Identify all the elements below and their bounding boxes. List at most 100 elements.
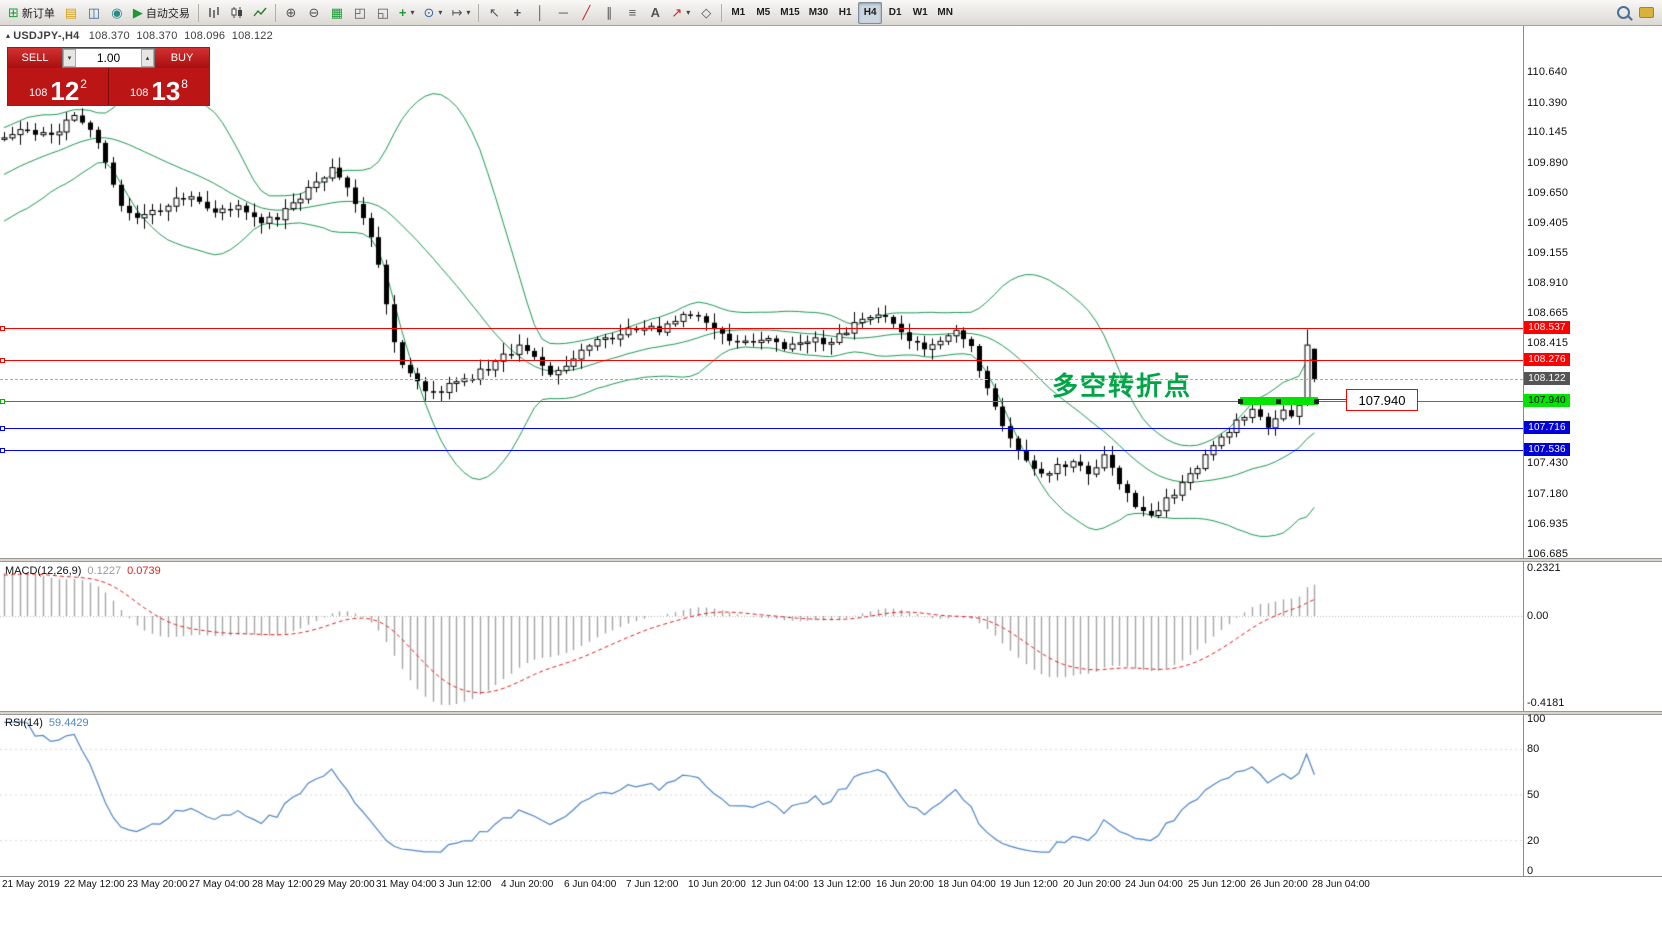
macd-panel-canvas[interactable]	[0, 563, 1523, 711]
chart-shift-button[interactable]: ↦ ▾	[447, 2, 474, 24]
price-axis-tick: 109.405	[1527, 217, 1569, 229]
volume-stepper[interactable]: ▾ 1.00 ▴	[62, 48, 155, 68]
zoom-in-icon: ⊕	[285, 5, 297, 20]
crosshair-button[interactable]: +	[506, 2, 528, 24]
auto-trading-button[interactable]: ▶ 自动交易	[129, 2, 194, 24]
auto-trading-icon: ▶	[132, 5, 143, 20]
ask-price[interactable]: 108 13 8	[109, 68, 209, 105]
line-handle[interactable]	[0, 426, 5, 431]
macd-label: MACD(12,26,9) 0.1227 0.0739	[5, 565, 161, 577]
charts-icon: ▤	[64, 5, 78, 20]
time-axis-label: 16 Jun 20:00	[876, 879, 934, 890]
timeframe-button-m15[interactable]: M15	[776, 2, 803, 24]
notifications-button[interactable]	[1635, 2, 1658, 24]
panel-divider[interactable]	[0, 711, 1662, 715]
timeframe-button-m30[interactable]: M30	[805, 2, 832, 24]
macd-signal-value: 0.0739	[127, 565, 161, 577]
time-axis-label: 28 May 12:00	[252, 879, 313, 890]
buy-button[interactable]: BUY	[155, 48, 209, 68]
search-button[interactable]	[1612, 2, 1634, 24]
price-axis-tick: 106.935	[1527, 518, 1569, 530]
time-axis-label: 31 May 04:00	[376, 879, 437, 890]
horizontal-line-object[interactable]	[0, 401, 1523, 402]
price-axis-tick: 110.145	[1527, 126, 1568, 138]
volume-down-icon[interactable]: ▾	[63, 49, 76, 67]
horizontal-line-object[interactable]	[0, 360, 1523, 361]
ohlc-open: 108.370	[88, 30, 130, 42]
volume-up-icon[interactable]: ▴	[141, 49, 154, 67]
panel-divider[interactable]	[0, 558, 1662, 562]
zoom-out-button[interactable]: ⊖	[303, 2, 325, 24]
vertical-line-button[interactable]: │	[529, 2, 551, 24]
rectangle-handle[interactable]	[1314, 399, 1319, 404]
line-chart-icon	[253, 7, 267, 17]
candlestick-chart-button[interactable]	[226, 2, 248, 24]
arrows-button[interactable]: ↗ ▾	[667, 2, 694, 24]
fibonacci-icon: ≡	[628, 5, 637, 20]
symbols-button[interactable]: ◉	[106, 2, 128, 24]
horizontal-line-object[interactable]	[0, 428, 1523, 429]
timeframe-button-m5[interactable]: M5	[751, 2, 775, 24]
sell-button[interactable]: SELL	[8, 48, 62, 68]
text-button[interactable]: A	[644, 2, 666, 24]
timeframe-button-mn[interactable]: MN	[933, 2, 957, 24]
price-line-tag[interactable]: 107.716	[1524, 421, 1570, 434]
bid-price[interactable]: 108 12 2	[8, 68, 108, 105]
macd-scale-label: 0.00	[1527, 610, 1549, 622]
timeframe-button-d1[interactable]: D1	[883, 2, 907, 24]
tile-windows-button[interactable]: ◱	[372, 2, 394, 24]
timeframe-button-m1[interactable]: M1	[726, 2, 750, 24]
timeframe-button-w1[interactable]: W1	[908, 2, 932, 24]
new-order-button[interactable]: ⊞ 新订单	[4, 2, 59, 24]
rsi-panel-canvas[interactable]	[0, 715, 1523, 875]
timeframe-button-h4[interactable]: H4	[858, 1, 883, 24]
rectangle-handle[interactable]	[1276, 399, 1281, 404]
ohlc-low: 108.096	[184, 30, 226, 42]
price-scale-border	[1523, 26, 1524, 876]
shapes-button[interactable]: ◇	[695, 2, 717, 24]
autoscroll-button[interactable]: ⊙ ▾	[420, 2, 447, 24]
rsi-value: 59.4429	[48, 717, 89, 729]
bar-chart-button[interactable]	[203, 2, 225, 24]
price-chart-canvas[interactable]	[0, 27, 1523, 558]
current-price-line	[0, 379, 1523, 380]
line-handle[interactable]	[0, 326, 5, 331]
trendline-button[interactable]: ╱	[575, 2, 597, 24]
bid-prefix: 108	[29, 87, 48, 99]
horizontal-line-object[interactable]	[0, 328, 1523, 329]
macd-scale-label: -0.4181	[1527, 697, 1565, 709]
line-chart-button[interactable]	[249, 2, 271, 24]
cursor-button[interactable]: ↖	[483, 2, 505, 24]
horizontal-line-button[interactable]: ─	[552, 2, 574, 24]
price-line-tag[interactable]: 107.940	[1524, 394, 1570, 407]
grid-button[interactable]: ▦	[326, 2, 348, 24]
add-indicator-button[interactable]: + ▾	[395, 2, 419, 24]
one-click-collapse-icon[interactable]: ▴	[6, 31, 11, 40]
fibonacci-button[interactable]: ≡	[621, 2, 643, 24]
timeframe-button-h1[interactable]: H1	[833, 2, 857, 24]
price-line-tag[interactable]: 107.536	[1524, 443, 1570, 456]
one-click-trading-panel: SELL ▾ 1.00 ▴ BUY 108 12 2 108 13 8	[7, 47, 210, 106]
price-line-tag[interactable]: 108.537	[1524, 321, 1570, 334]
profiles-button[interactable]: ◫	[83, 2, 105, 24]
chart-window[interactable]: ▴ USDJPY-,H4 108.370 108.370 108.096 108.…	[0, 26, 1662, 950]
price-callout-label[interactable]: 107.940	[1346, 389, 1418, 411]
ask-pipette: 8	[181, 77, 188, 91]
rectangle-handle[interactable]	[1238, 399, 1243, 404]
price-axis-tick: 109.155	[1527, 247, 1569, 259]
line-handle[interactable]	[0, 399, 5, 404]
line-handle[interactable]	[0, 448, 5, 453]
horizontal-line-object[interactable]	[0, 450, 1523, 451]
rsi-name: RSI(14)	[5, 717, 43, 729]
text-icon: A	[650, 5, 661, 20]
indicator-windows-button[interactable]: ◰	[349, 2, 371, 24]
channel-button[interactable]: ∥	[598, 2, 620, 24]
time-axis-label: 28 Jun 04:00	[1312, 879, 1370, 890]
price-line-tag[interactable]: 108.276	[1524, 353, 1570, 366]
line-handle[interactable]	[0, 358, 5, 363]
time-axis-label: 18 Jun 04:00	[938, 879, 996, 890]
zoom-in-button[interactable]: ⊕	[280, 2, 302, 24]
chart-annotation-text[interactable]: 多空转折点	[1052, 371, 1193, 401]
charts-button[interactable]: ▤	[60, 2, 82, 24]
time-axis-label: 3 Jun 12:00	[439, 879, 492, 890]
